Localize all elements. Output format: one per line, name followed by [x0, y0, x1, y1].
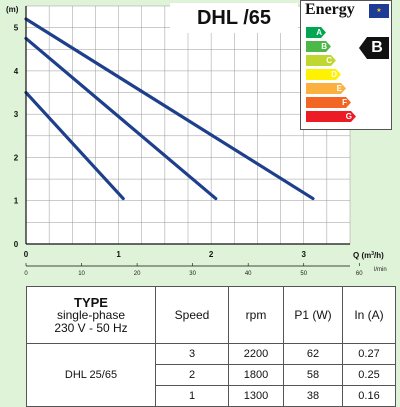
energy-class-d: D [306, 69, 341, 80]
eu-flag-icon: ★ [369, 4, 389, 18]
x-secondary-tick-label: 10 [78, 271, 85, 277]
energy-rating-badge: B [359, 37, 389, 59]
y-tick-label: 2 [14, 153, 19, 162]
in-cell: 0.27 [342, 343, 396, 365]
curve-speed-1 [24, 90, 125, 201]
p1-cell: 38 [283, 385, 343, 407]
x-secondary-tick-label: 60 [356, 271, 363, 277]
x-tick-label: 3 [301, 250, 306, 259]
p1-cell: 62 [283, 343, 343, 365]
x-secondary-tick-label: 20 [134, 271, 141, 277]
chart-title: DHL /65 [170, 3, 298, 33]
grid [25, 5, 351, 245]
x-secondary-tick-label: 30 [189, 271, 196, 277]
x-secondary-axis-label: l/min [374, 267, 387, 273]
model-cell: DHL 25/65 [26, 343, 156, 407]
in-header: In (A) [342, 286, 396, 344]
x-tick-label: 2 [209, 250, 214, 259]
in-cell: 0.16 [342, 385, 396, 407]
y-tick-label: 0 [14, 240, 19, 249]
energy-header: Energy [305, 1, 355, 18]
p1-header: P1 (W) [283, 286, 343, 344]
type-header: TYPE single-phase 230 V - 50 Hz [26, 286, 156, 344]
speed-cell: 3 [155, 343, 229, 365]
p1-cell: 58 [283, 364, 343, 386]
speed-header: Speed [155, 286, 229, 344]
x-tick-label: 1 [116, 250, 121, 259]
spec-table: TYPE single-phase 230 V - 50 Hz Speed rp… [26, 286, 396, 407]
speed-cell: 1 [155, 385, 229, 407]
rpm-header: rpm [228, 286, 284, 344]
energy-class-g: G [306, 111, 356, 122]
in-cell: 0.25 [342, 364, 396, 386]
rpm-cell: 1300 [228, 385, 284, 407]
y-tick-label: 1 [14, 197, 19, 206]
x-secondary-tick-label: 40 [245, 271, 252, 277]
y-tick-label: 3 [14, 110, 19, 119]
x-secondary-tick-label: 50 [300, 271, 307, 277]
energy-class-e: E [306, 83, 346, 94]
x-axis-label: Q (m3/h) [353, 251, 384, 260]
energy-class-c: C [306, 55, 336, 66]
energy-class-a: A [306, 27, 326, 38]
y-axis-label: (m) [6, 5, 19, 14]
rpm-cell: 1800 [228, 364, 284, 386]
series-lines [24, 17, 315, 201]
y-tick-label: 4 [14, 67, 19, 76]
x-secondary-tick-label: 0 [24, 271, 28, 277]
curve-speed-2 [24, 36, 218, 201]
table-row: DHL 25/65 3 2200 62 0.27 [26, 343, 396, 407]
speed-cell: 2 [155, 364, 229, 386]
axes [25, 6, 360, 267]
table-row: 2 1800 58 0.25 [27, 364, 396, 386]
curve-speed-3 [24, 17, 315, 201]
rpm-cell: 2200 [228, 343, 284, 365]
energy-class-f: F [306, 97, 351, 108]
energy-class-b: B [306, 41, 331, 52]
x-tick-label: 0 [24, 250, 29, 259]
y-tick-label: 5 [14, 24, 19, 33]
